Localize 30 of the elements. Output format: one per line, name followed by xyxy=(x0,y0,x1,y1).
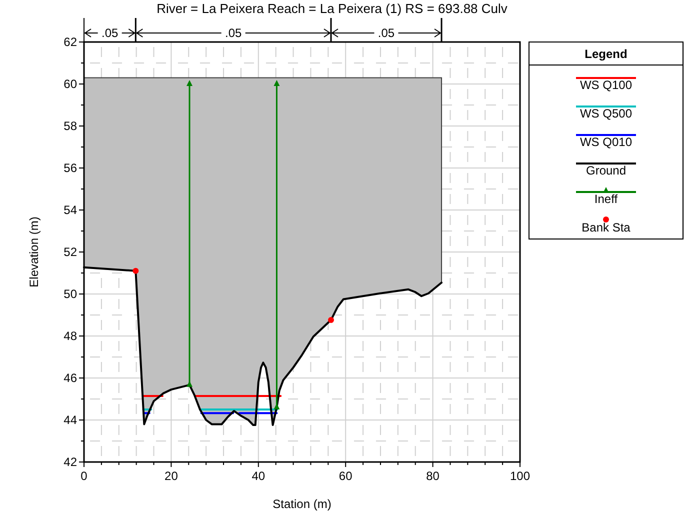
y-tick-label: 62 xyxy=(64,35,78,49)
y-tick-label: 60 xyxy=(64,77,78,91)
legend-title: Legend xyxy=(584,47,628,61)
text: .05 xyxy=(224,26,242,40)
legend-label: Ground xyxy=(586,164,626,178)
y-tick-label: 56 xyxy=(64,161,78,175)
legend-label: Bank Sta xyxy=(582,220,631,234)
x-tick-label: 40 xyxy=(252,469,266,483)
legend-label: Ineff xyxy=(594,192,618,206)
legend-label: WS Q100 xyxy=(580,78,632,92)
x-axis-title: Station (m) xyxy=(272,497,332,511)
legend-label: WS Q010 xyxy=(580,135,632,149)
y-tick-label: 58 xyxy=(64,119,78,133)
y-tick-label: 52 xyxy=(64,245,78,259)
y-tick-label: 44 xyxy=(64,413,78,427)
y-tick-label: 54 xyxy=(64,203,78,217)
chart-title: River = La Peixera Reach = La Peixera (1) RS = 693.88 Culv xyxy=(156,1,508,16)
x-tick-label: 100 xyxy=(510,469,530,483)
x-tick-label: 20 xyxy=(164,469,178,483)
y-tick-label: 50 xyxy=(64,287,78,301)
y-tick-label: 42 xyxy=(64,455,78,469)
y-tick-label: 46 xyxy=(64,371,78,385)
text: .05 xyxy=(101,26,118,40)
y-axis-title: Elevation (m) xyxy=(27,216,41,288)
x-tick-label: 60 xyxy=(338,469,353,483)
legend-label: WS Q500 xyxy=(580,106,632,120)
text: .05 xyxy=(378,26,395,40)
y-tick-label: 48 xyxy=(64,329,78,343)
x-tick-label: 0 xyxy=(80,469,88,483)
x-tick-label: 80 xyxy=(426,469,440,483)
